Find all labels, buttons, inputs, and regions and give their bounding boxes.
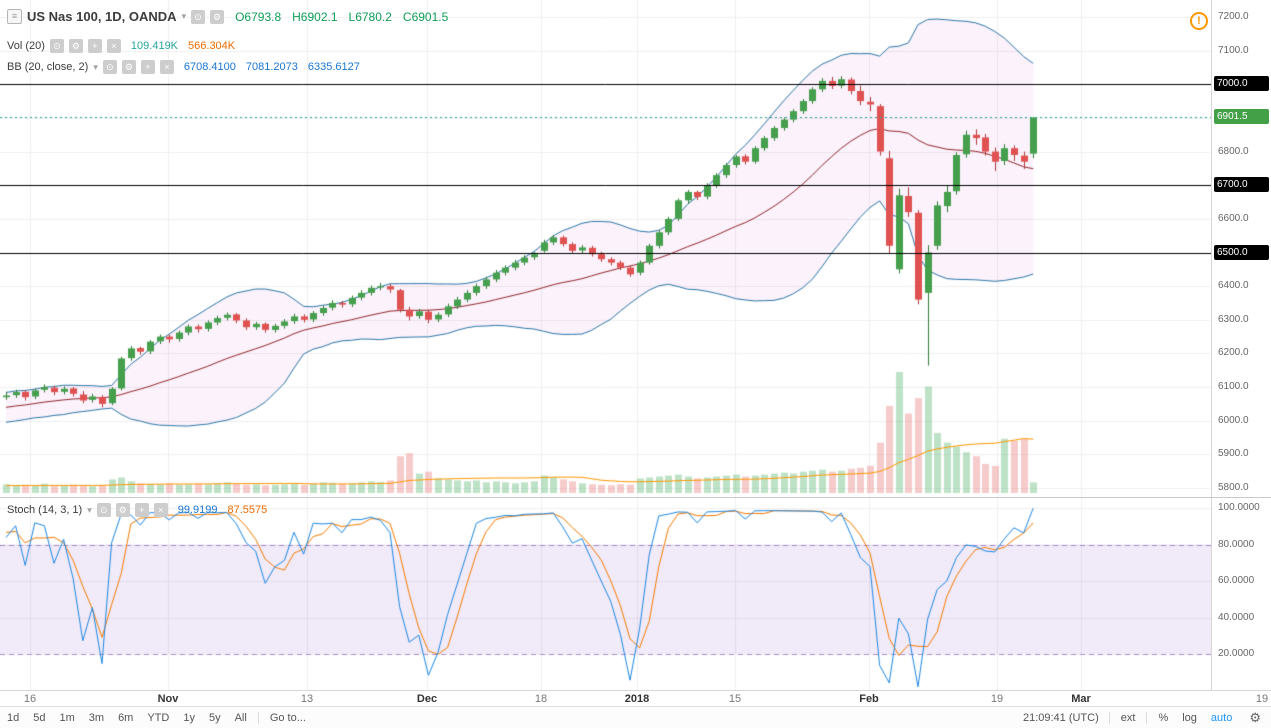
time-axis-label: 2018 — [624, 693, 650, 705]
toolbar-divider — [1108, 711, 1110, 724]
pane-divider[interactable] — [0, 497, 1271, 498]
time-axis-label: 13 — [300, 693, 314, 705]
range-button-5y[interactable]: 5y — [208, 711, 221, 724]
chart-canvas[interactable] — [0, 0, 1211, 690]
time-axis-label: Dec — [416, 693, 438, 705]
price-level-badge: 7000.0 — [1214, 76, 1269, 92]
add-icon[interactable]: + — [87, 39, 102, 53]
chevron-down-icon[interactable]: ▾ — [87, 504, 92, 515]
add-icon[interactable]: + — [140, 60, 155, 74]
time-axis-label: 16 — [23, 693, 37, 705]
bb-upper-value: 7081.2073 — [245, 61, 298, 73]
range-button-1d[interactable]: 1d — [7, 711, 20, 724]
percent-scale-toggle[interactable]: % — [1158, 711, 1169, 724]
chevron-down-icon[interactable]: ▾ — [93, 61, 98, 72]
range-button-all[interactable]: All — [234, 711, 247, 724]
close-value: C6901.5 — [402, 9, 449, 24]
settings-icon[interactable]: ⚙ — [210, 9, 225, 24]
stoch-indicator-label[interactable]: Stoch (14, 3, 1) — [7, 504, 83, 516]
price-axis-tick: 7100.0 — [1218, 44, 1249, 56]
range-button-5d[interactable]: 5d — [33, 711, 46, 724]
price-level-badge: 6700.0 — [1214, 177, 1269, 193]
high-value: H6902.1 — [292, 9, 338, 24]
close-icon[interactable]: × — [106, 39, 121, 53]
price-level-badge: 6500.0 — [1214, 244, 1269, 260]
close-icon[interactable]: × — [153, 503, 168, 517]
hide-icon[interactable]: ⊙ — [102, 60, 117, 74]
time-axis-label: Feb — [859, 693, 879, 705]
settings-icon[interactable]: ⚙ — [115, 503, 130, 517]
hide-icon[interactable]: ⊙ — [96, 503, 111, 517]
price-axis-tick: 6300.0 — [1218, 313, 1249, 325]
price-axis-tick: 6400.0 — [1218, 280, 1249, 292]
price-axis[interactable]: 7200.0 7100.0 6800.0 6600.0 6400.0 6300.0 6200… — [1211, 0, 1271, 690]
price-axis-tick: 6800.0 — [1218, 145, 1249, 157]
range-button-6m[interactable]: 6m — [118, 711, 134, 724]
bollinger-legend: BB (20, close, 2) ▾ ⊙ ⚙ + × 6708.4100 70… — [7, 60, 360, 74]
toolbar-divider — [1146, 711, 1148, 724]
last-price-badge: 6901.5 — [1214, 109, 1269, 125]
range-button-3m[interactable]: 3m — [88, 711, 105, 724]
bb-basis-value: 6708.4100 — [183, 61, 236, 73]
bb-lower-value: 6335.6127 — [307, 61, 360, 73]
volume-ma-value: 566.304K — [188, 40, 236, 52]
bollinger-indicator-label[interactable]: BB (20, close, 2) — [7, 61, 89, 73]
log-scale-toggle[interactable]: log — [1182, 711, 1197, 724]
stoch-axis-tick: 80.0000 — [1218, 538, 1255, 550]
goto-button[interactable]: Go to... — [269, 711, 306, 724]
time-axis[interactable]: 16 Nov 13 Dec 18 2018 15 Feb 19 Mar 19 — [0, 690, 1271, 706]
alert-warning-icon[interactable]: ! — [1190, 12, 1208, 30]
price-axis-tick: 6100.0 — [1218, 381, 1249, 393]
hide-icon[interactable]: ⊙ — [191, 9, 206, 24]
close-icon[interactable]: × — [159, 60, 174, 74]
stoch-axis-tick: 60.0000 — [1218, 575, 1255, 586]
range-button-1y[interactable]: 1y — [183, 711, 195, 724]
stoch-k-value: 99.9199 — [177, 504, 218, 516]
range-buttons: 1d 5d 1m 3m 6m YTD 1y 5y All — [0, 712, 254, 724]
symbol-title[interactable]: US Nas 100, 1D, OANDA — [27, 9, 177, 24]
price-axis-tick: 5800.0 — [1218, 482, 1249, 493]
open-value: O6793.8 — [235, 9, 282, 24]
bottom-toolbar: 1d 5d 1m 3m 6m YTD 1y 5y All Go to... 21:09:41 (… — [0, 706, 1271, 728]
volume-legend: Vol (20) ⊙ ⚙ + × 109.419K 566.304K — [7, 39, 235, 53]
main-legend: ≡ US Nas 100, 1D, OANDA ▾ ⊙ ⚙ O6793.8 H6… — [7, 9, 448, 24]
stoch-legend: Stoch (14, 3, 1) ▾ ⊙ ⚙ + × 99.9199 87.55… — [7, 503, 267, 517]
clock[interactable]: 21:09:41 (UTC) — [1022, 711, 1099, 724]
time-axis-label: Nov — [157, 693, 179, 705]
stoch-axis-tick: 20.0000 — [1218, 648, 1255, 659]
settings-gear-icon[interactable]: ⚙ — [1249, 709, 1261, 725]
price-axis-tick: 5900.0 — [1218, 448, 1249, 460]
price-axis-tick: 6000.0 — [1218, 414, 1249, 426]
stoch-d-value: 87.5575 — [227, 504, 268, 516]
auto-scale-toggle[interactable]: auto — [1210, 711, 1233, 724]
price-axis-tick: 7200.0 — [1218, 11, 1249, 22]
price-axis-tick: 6600.0 — [1218, 212, 1249, 224]
time-axis-label: 19 — [990, 693, 1004, 705]
time-axis-label: 18 — [534, 693, 548, 705]
stoch-axis-tick: 100.0000 — [1218, 502, 1260, 513]
time-axis-label: Mar — [1071, 693, 1091, 705]
settings-icon[interactable]: ⚙ — [68, 39, 83, 53]
stoch-axis-tick: 40.0000 — [1218, 611, 1255, 623]
time-axis-label: 15 — [728, 693, 742, 705]
range-button-ytd[interactable]: YTD — [147, 711, 170, 724]
range-button-1m[interactable]: 1m — [59, 711, 75, 724]
time-axis-label: 19 — [1255, 693, 1269, 705]
volume-indicator-label[interactable]: Vol (20) — [7, 40, 45, 52]
toolbar-divider — [257, 711, 259, 724]
price-axis-tick: 6200.0 — [1218, 347, 1249, 359]
ext-toggle[interactable]: ext — [1120, 711, 1136, 724]
volume-value: 109.419K — [130, 40, 179, 52]
settings-icon[interactable]: ⚙ — [121, 60, 136, 74]
low-value: L6780.2 — [348, 9, 392, 24]
add-icon[interactable]: + — [134, 503, 149, 517]
collapse-chart-icon[interactable]: ≡ — [7, 9, 22, 24]
chevron-down-icon[interactable]: ▾ — [181, 11, 187, 21]
hide-icon[interactable]: ⊙ — [49, 39, 64, 53]
